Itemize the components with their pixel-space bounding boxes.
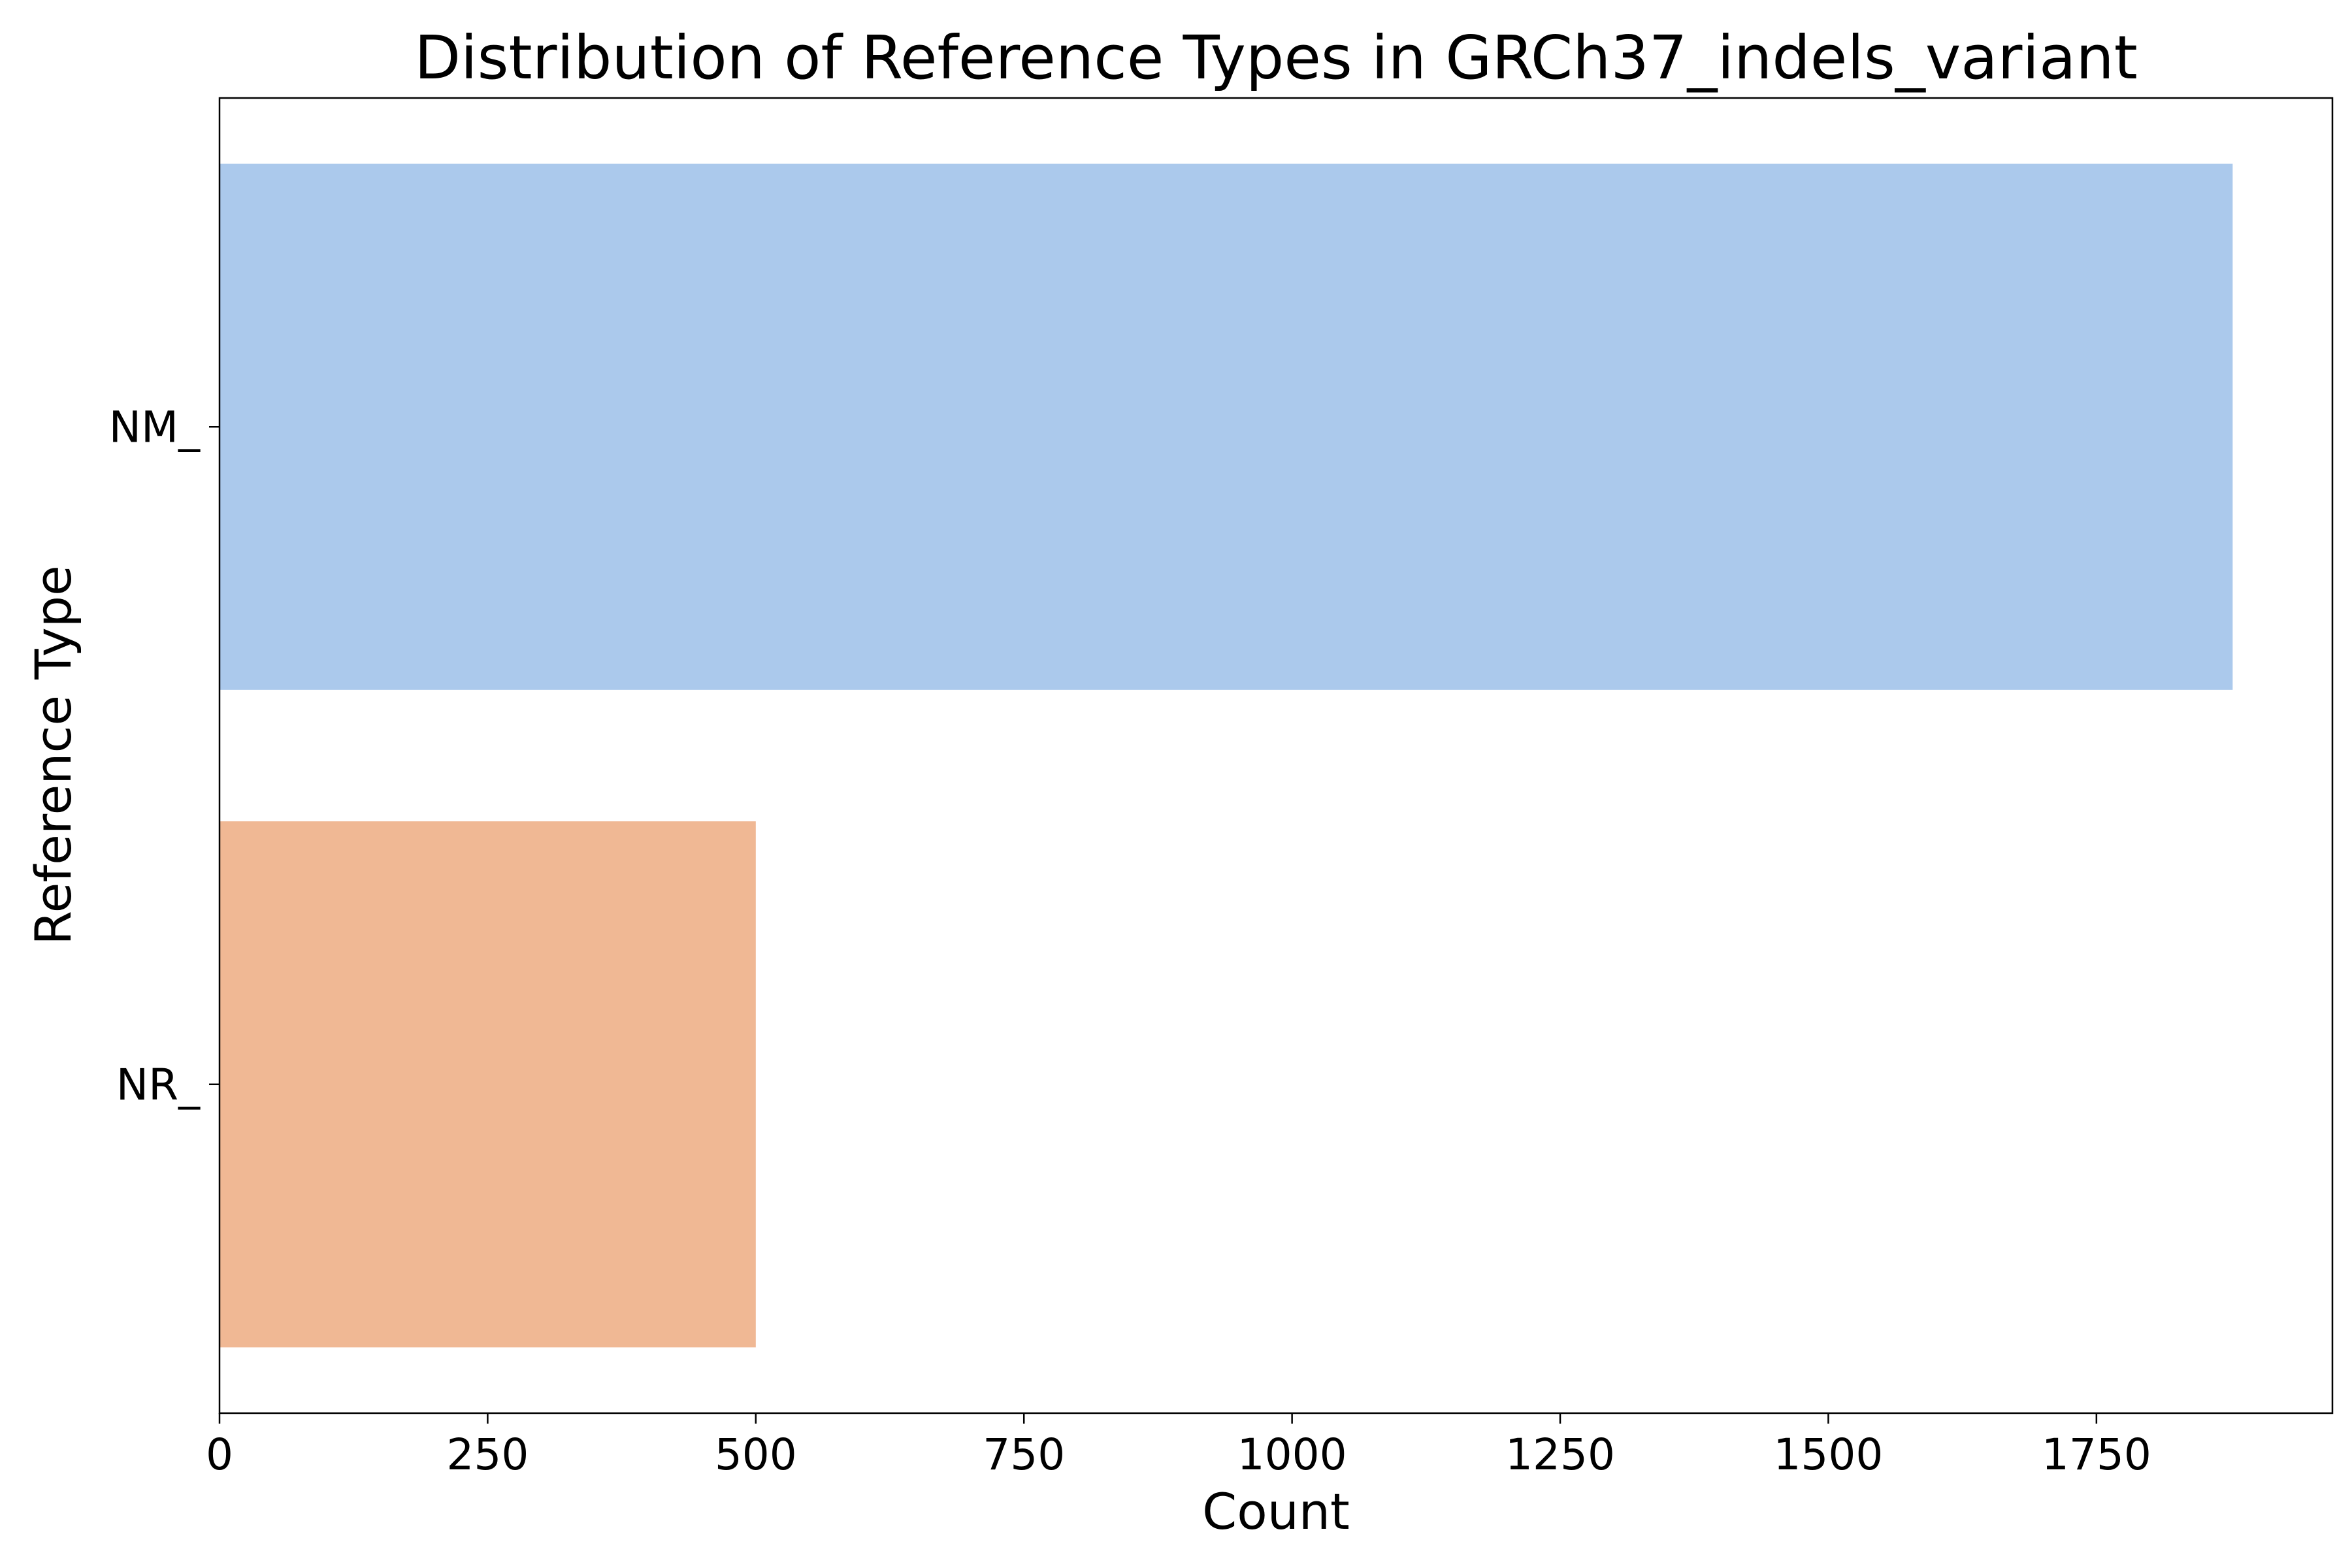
bars-layer	[220, 163, 2233, 1348]
x-tick-label: 750	[983, 1429, 1065, 1480]
x-tick-label: 1750	[2042, 1429, 2151, 1480]
y-tick-label-nm: NM_	[109, 402, 201, 452]
x-tick-label: 500	[715, 1429, 797, 1480]
x-tick-label: 1500	[1773, 1429, 1883, 1480]
x-axis-title: Count	[1202, 1482, 1350, 1541]
ticks-layer: NM_ NR_ 0 250 500 750 1000 1250 1500 1750	[109, 402, 2151, 1480]
x-tick-label: 1000	[1237, 1429, 1347, 1480]
y-axis-title: Reference Type	[24, 565, 82, 945]
y-tick-label-nr: NR_	[116, 1060, 201, 1110]
plot-frame	[218, 97, 2334, 1414]
bar-nr	[220, 821, 756, 1348]
chart-title: Distribution of Reference Types in GRCh3…	[414, 23, 2138, 93]
x-tick-label: 250	[446, 1429, 529, 1480]
bar-nm	[220, 163, 2233, 690]
x-tick-label: 0	[206, 1429, 233, 1480]
x-tick-label: 1250	[1505, 1429, 1615, 1480]
